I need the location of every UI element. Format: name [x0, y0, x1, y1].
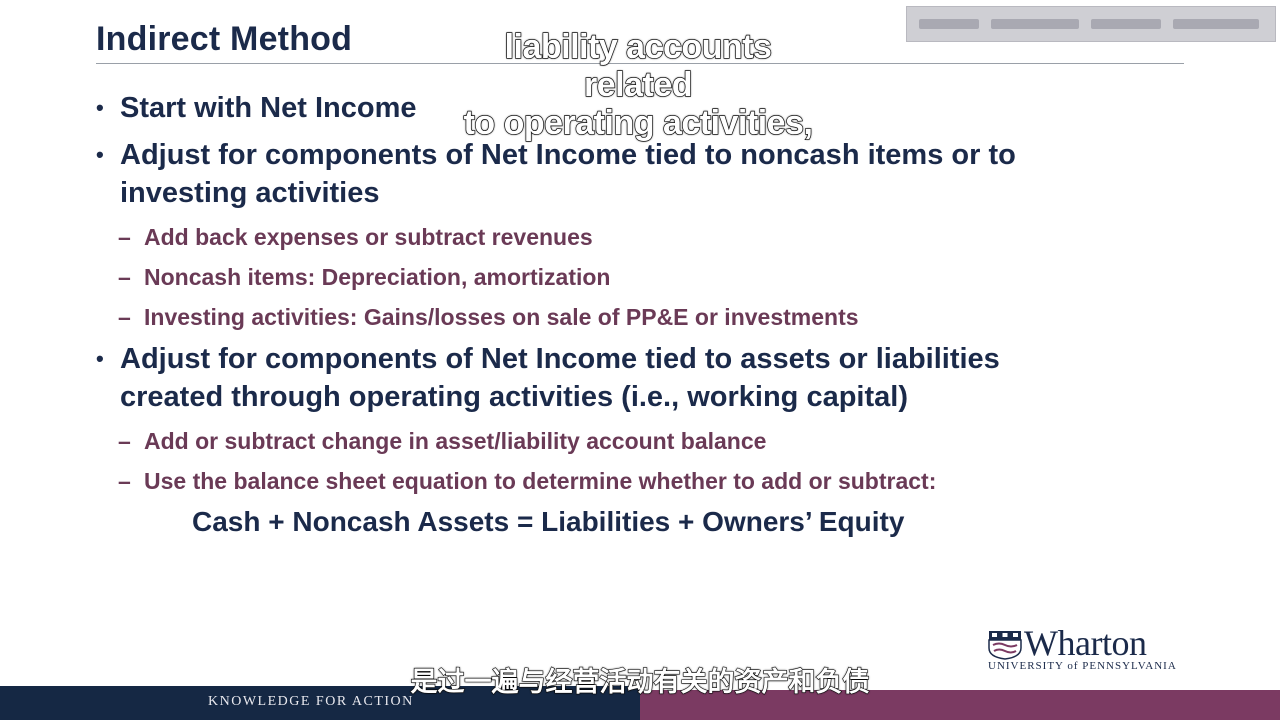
bullet-noncash-adjustments: • Adjust for components of Net Income ti… [96, 136, 1136, 212]
sub-bullet-text: Noncash items: Depreciation, amortizatio… [144, 264, 611, 290]
sub-bullet-text: Add back expenses or subtract revenues [144, 224, 593, 250]
footer-bar-navy [0, 686, 640, 720]
sub-bullet-dash: – [118, 264, 131, 290]
sub-bullet-text: Investing activities: Gains/losses on sa… [144, 304, 859, 330]
blurred-mark [1091, 19, 1161, 29]
sub-bullet: – Investing activities: Gains/losses on s… [118, 302, 859, 332]
sub-bullet: – Use the balance sheet equation to deter… [118, 466, 936, 496]
bullet-working-capital-adjustments: • Adjust for components of Net Income ti… [96, 340, 1106, 416]
bullet-dot: • [96, 95, 104, 120]
balance-sheet-equation: Cash + Noncash Assets = Liabilities + Ow… [192, 506, 905, 537]
obscured-watermark-box [906, 6, 1276, 42]
sub-bullet-dash: – [118, 428, 131, 454]
sub-bullet-dash: – [118, 224, 131, 250]
blurred-mark [991, 19, 1079, 29]
sub-bullet-text: Add or subtract change in asset/liabilit… [144, 428, 767, 454]
subtitle-line-1: liability accounts related [504, 27, 773, 104]
sub-bullet: – Add or subtract change in asset/liabili… [118, 426, 766, 456]
wharton-wordmark: Wharton [1024, 623, 1147, 663]
bullet-text: Start with Net Income [120, 92, 417, 124]
footer-tagline: KNOWLEDGE FOR ACTION [208, 694, 414, 709]
footer-bar-plum [640, 690, 1280, 720]
university-name: UNIVERSITY of PENNSYLVANIA [988, 660, 1177, 672]
slide-title: Indirect Method [96, 20, 353, 58]
subtitle-line-2: to operating activities, [463, 103, 814, 142]
sub-bullet: – Add back expenses or subtract revenues [118, 222, 593, 252]
wharton-logo: Wharton UNIVERSITY of PENNSYLVANIA [988, 623, 1190, 672]
subtitle-caption-top: liability accounts related to operating … [448, 27, 828, 142]
sub-bullet: – Noncash items: Depreciation, amortizati… [118, 262, 610, 292]
blurred-mark [1173, 19, 1259, 29]
bullet-text: Adjust for components of Net Income tied… [120, 139, 1016, 209]
subtitle-caption-bottom: 是过一遍与经营活动有关的资产和负债 [410, 666, 870, 698]
blurred-mark [919, 19, 979, 29]
sub-bullet-text: Use the balance sheet equation to determ… [144, 468, 937, 494]
bullet-text: Adjust for components of Net Income tied… [120, 343, 1000, 413]
sub-bullet-dash: – [118, 304, 131, 330]
title-divider [96, 63, 1184, 64]
bullet-dot: • [96, 346, 104, 371]
bullet-dot: • [96, 142, 104, 167]
penn-shield-icon [988, 631, 1022, 660]
sub-bullet-dash: – [118, 468, 131, 494]
bullet-start-with-net-income: • Start with Net Income [96, 89, 1156, 127]
